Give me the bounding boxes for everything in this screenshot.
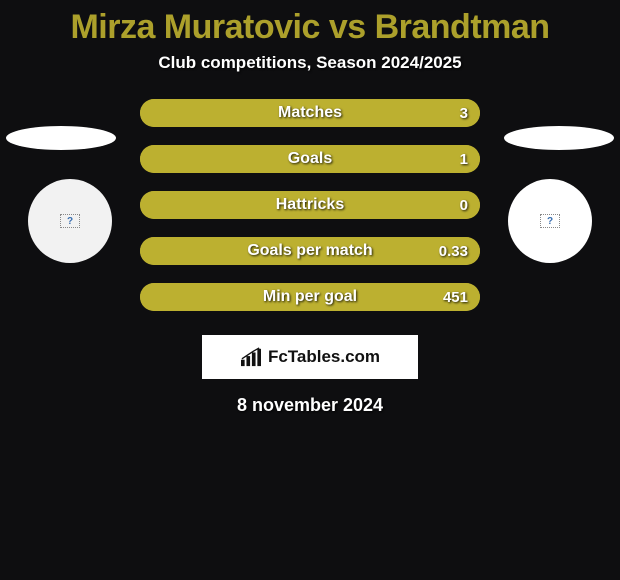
comparison-card: Mirza Muratovic vs Brandtman Club compet… [0, 0, 620, 416]
stat-bar-value: 451 [443, 289, 468, 306]
stat-bar-label: Goals [140, 150, 480, 168]
stats-area: Matches3Goals1Hattricks0Goals per match0… [0, 99, 620, 311]
stat-bars: Matches3Goals1Hattricks0Goals per match0… [140, 99, 480, 311]
stat-bar: Min per goal451 [140, 283, 480, 311]
stat-bar-value: 1 [460, 151, 468, 168]
brand-bars-icon [240, 347, 262, 367]
stat-bar-value: 0 [460, 197, 468, 214]
stat-bar: Matches3 [140, 99, 480, 127]
stat-bar-value: 3 [460, 105, 468, 122]
stat-bar: Goals per match0.33 [140, 237, 480, 265]
stat-bar: Goals1 [140, 145, 480, 173]
brand-text: FcTables.com [268, 347, 380, 367]
stat-bar-label: Matches [140, 104, 480, 122]
brand-badge: FcTables.com [202, 335, 418, 379]
page-title: Mirza Muratovic vs Brandtman [0, 0, 620, 53]
stat-bar: Hattricks0 [140, 191, 480, 219]
stat-bar-label: Hattricks [140, 196, 480, 214]
stat-bar-label: Min per goal [140, 288, 480, 306]
stat-bar-label: Goals per match [140, 242, 480, 260]
page-subtitle: Club competitions, Season 2024/2025 [0, 53, 620, 99]
stat-bar-value: 0.33 [439, 243, 468, 260]
footer-date: 8 november 2024 [0, 395, 620, 416]
